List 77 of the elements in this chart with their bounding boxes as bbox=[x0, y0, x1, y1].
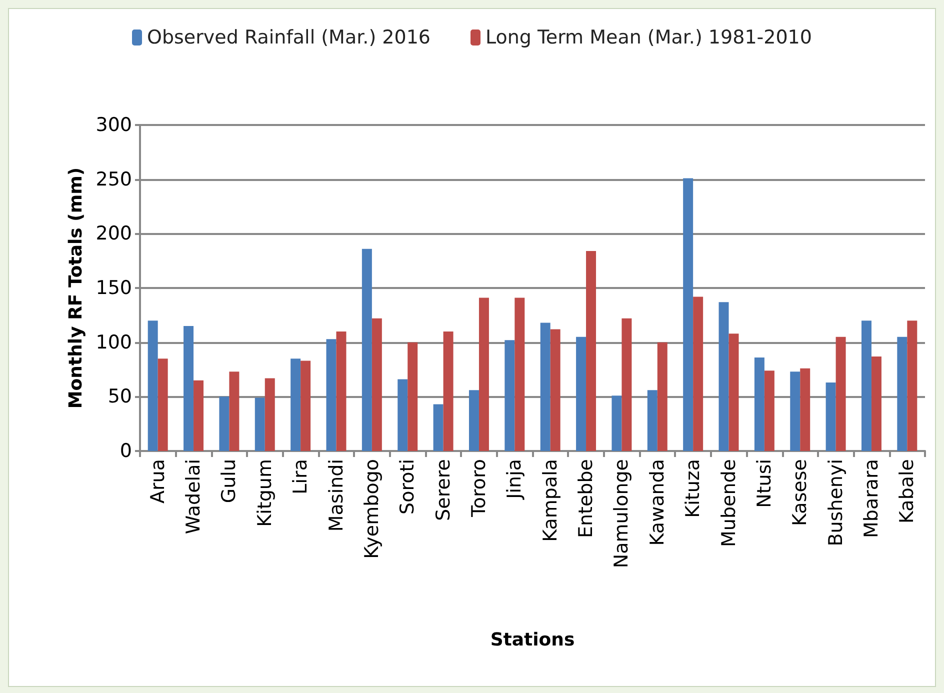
bar bbox=[622, 318, 632, 451]
y-tick-label: 300 bbox=[96, 114, 132, 136]
bar bbox=[229, 372, 240, 451]
bar bbox=[264, 378, 275, 451]
x-tick-label: Wadelai bbox=[182, 459, 205, 534]
bar bbox=[158, 358, 168, 451]
x-tick-label: Jinja bbox=[504, 459, 526, 500]
x-tick-label: Arua bbox=[146, 459, 169, 504]
y-tick-label: 150 bbox=[96, 277, 132, 299]
x-tick-label: Ntusi bbox=[753, 459, 776, 508]
bar bbox=[836, 336, 846, 451]
x-tick-label: Kasese bbox=[789, 459, 812, 526]
bar bbox=[764, 370, 774, 451]
bar bbox=[300, 360, 311, 451]
bar bbox=[372, 318, 382, 451]
bar bbox=[468, 390, 479, 451]
legend-label: Observed Rainfall (Mar.) 2016 bbox=[147, 26, 431, 48]
x-tick-label: Gulu bbox=[218, 459, 240, 504]
bar bbox=[443, 331, 454, 451]
y-tick-label: 200 bbox=[96, 222, 132, 245]
y-tick-label: 50 bbox=[108, 386, 132, 408]
bar bbox=[290, 358, 301, 451]
x-tick-label: Kyembogo bbox=[360, 459, 383, 559]
x-tick-label: Mbarara bbox=[860, 459, 882, 538]
bar bbox=[478, 298, 489, 451]
x-tick-label: Soroti bbox=[396, 459, 419, 514]
x-tick-label: Kitgum bbox=[254, 459, 276, 527]
bar bbox=[800, 368, 810, 451]
bar bbox=[790, 372, 800, 451]
y-axis-title: Monthly RF Totals (mm) bbox=[65, 167, 86, 409]
bar bbox=[398, 379, 408, 451]
x-tick-label: Mubende bbox=[718, 459, 740, 547]
x-tick-label: Kituza bbox=[682, 459, 704, 518]
bar bbox=[754, 358, 764, 451]
x-axis-title: Stations bbox=[490, 630, 575, 650]
bar bbox=[184, 326, 194, 451]
x-tick-label: Kampala bbox=[539, 459, 562, 542]
bar bbox=[408, 342, 418, 451]
bar bbox=[148, 320, 158, 451]
bar bbox=[861, 320, 872, 451]
bar bbox=[683, 178, 694, 451]
bar bbox=[326, 339, 336, 451]
x-tick-label: Bushenyi bbox=[824, 459, 847, 546]
bar bbox=[362, 248, 372, 451]
bar bbox=[897, 336, 908, 451]
x-tick-label: Masindi bbox=[325, 459, 348, 532]
bar bbox=[826, 382, 836, 451]
bar bbox=[576, 336, 586, 451]
legend-label: Long Term Mean (Mar.) 1981-2010 bbox=[486, 26, 812, 48]
y-tick-label: 0 bbox=[120, 440, 132, 462]
bar bbox=[550, 329, 560, 451]
bar bbox=[504, 340, 515, 451]
y-tick-label: 100 bbox=[96, 331, 132, 354]
bar bbox=[693, 296, 704, 451]
y-tick-label: 250 bbox=[96, 168, 132, 190]
bar bbox=[254, 398, 265, 451]
bar bbox=[871, 356, 882, 451]
x-tick-label: Kawanda bbox=[646, 459, 668, 546]
x-tick-label: Serere bbox=[432, 459, 454, 521]
bar bbox=[718, 302, 729, 451]
bar bbox=[586, 251, 596, 451]
bar bbox=[433, 404, 444, 451]
x-tick-label: Lira bbox=[290, 459, 312, 494]
bar bbox=[612, 396, 622, 451]
bar bbox=[219, 396, 230, 451]
bar bbox=[514, 298, 525, 451]
bar bbox=[657, 342, 668, 451]
bar bbox=[540, 322, 550, 451]
x-tick-label: Entebbe bbox=[575, 459, 598, 538]
x-tick-label: Tororo bbox=[468, 459, 490, 518]
bar bbox=[907, 320, 918, 451]
bar bbox=[728, 334, 739, 451]
bar bbox=[194, 380, 204, 451]
bar bbox=[647, 390, 658, 451]
x-tick-label: Kabale bbox=[896, 459, 918, 524]
bar bbox=[336, 331, 346, 451]
x-tick-label: Namulonge bbox=[610, 459, 633, 568]
